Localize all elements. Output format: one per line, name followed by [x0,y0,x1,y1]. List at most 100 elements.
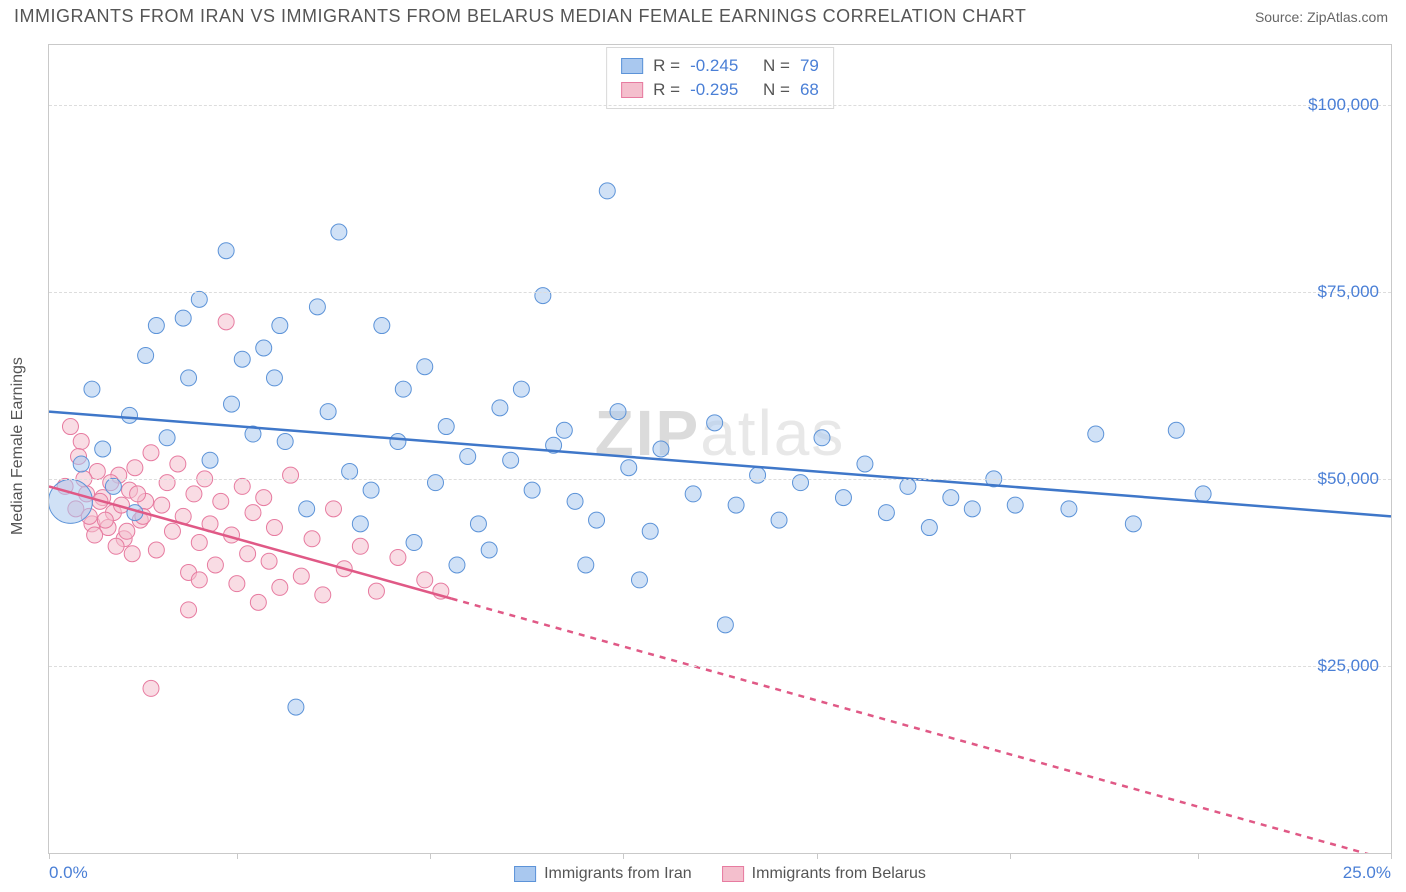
scatter-point [556,422,572,438]
scatter-point [181,370,197,386]
scatter-point [277,434,293,450]
scatter-point [857,456,873,472]
scatter-point [470,516,486,532]
scatter-point [513,381,529,397]
x-tick [430,853,431,859]
scatter-point [170,456,186,472]
gridline [49,292,1391,293]
legend-item-belarus: Immigrants from Belarus [722,865,926,883]
scatter-point [159,475,175,491]
legend-swatch-iran [514,866,536,882]
scatter-point [417,572,433,588]
source-name: ZipAtlas.com [1307,9,1388,25]
x-tick [1391,853,1392,859]
scatter-point [771,512,787,528]
chart-frame: ZIPatlas R = -0.245 N = 79 R = -0.295 N … [48,44,1392,854]
scatter-point [84,381,100,397]
scatter-point [460,448,476,464]
scatter-point [326,501,342,517]
scatter-point [1168,422,1184,438]
scatter-point [191,572,207,588]
scatter-point [272,579,288,595]
scatter-point [97,512,113,528]
scatter-point [234,478,250,494]
scatter-point [331,224,347,240]
scatter-point [315,587,331,603]
scatter-point [143,445,159,461]
scatter-point [964,501,980,517]
scatter-point [245,505,261,521]
scatter-point [1007,497,1023,513]
scatter-point [653,441,669,457]
y-tick-label: $100,000 [1308,95,1379,115]
scatter-point [728,497,744,513]
scatter-point [62,419,78,435]
scatter-point [87,527,103,543]
scatter-point [685,486,701,502]
scatter-point [218,243,234,259]
scatter-point [148,542,164,558]
scatter-point [599,183,615,199]
scatter-point [122,407,138,423]
scatter-point [288,699,304,715]
scatter-point [207,557,223,573]
scatter-point [1061,501,1077,517]
y-axis-title: Median Female Earnings [9,357,27,535]
scatter-point [124,546,140,562]
y-tick-label: $75,000 [1318,282,1379,302]
legend-item-iran: Immigrants from Iran [514,865,692,883]
scatter-point [642,523,658,539]
scatter-point [395,381,411,397]
scatter-point [266,520,282,536]
gridline [49,479,1391,480]
x-tick [623,853,624,859]
x-tick [817,853,818,859]
scatter-point [363,482,379,498]
legend-label-belarus: Immigrants from Belarus [752,865,926,883]
x-axis-max-label: 25.0% [1343,863,1391,883]
scatter-point [503,452,519,468]
scatter-point [293,568,309,584]
scatter-plot-svg [49,45,1391,853]
scatter-point [621,460,637,476]
scatter-point [1125,516,1141,532]
scatter-point [304,531,320,547]
scatter-point [481,542,497,558]
source-prefix: Source: [1255,9,1307,25]
scatter-point [175,310,191,326]
scatter-point [707,415,723,431]
scatter-point [191,535,207,551]
scatter-point [835,490,851,506]
scatter-point [717,617,733,633]
scatter-point [49,479,92,523]
scatter-point [95,441,111,457]
scatter-point [900,478,916,494]
scatter-point [374,318,390,334]
scatter-point [406,535,422,551]
scatter-point [390,549,406,565]
scatter-point [750,467,766,483]
x-tick [1010,853,1011,859]
scatter-point [272,318,288,334]
scatter-point [143,680,159,696]
scatter-point [266,370,282,386]
scatter-point [127,460,143,476]
scatter-point [164,523,180,539]
scatter-point [427,475,443,491]
scatter-point [191,291,207,307]
scatter-point [309,299,325,315]
scatter-point [159,430,175,446]
scatter-point [535,288,551,304]
scatter-point [186,486,202,502]
x-axis-min-label: 0.0% [49,863,88,883]
scatter-point [119,523,135,539]
scatter-point [256,490,272,506]
gridline [49,105,1391,106]
scatter-point [578,557,594,573]
scatter-point [342,463,358,479]
scatter-point [368,583,384,599]
scatter-point [1195,486,1211,502]
scatter-point [631,572,647,588]
scatter-point [138,347,154,363]
chart-title: IMMIGRANTS FROM IRAN VS IMMIGRANTS FROM … [14,6,1026,27]
